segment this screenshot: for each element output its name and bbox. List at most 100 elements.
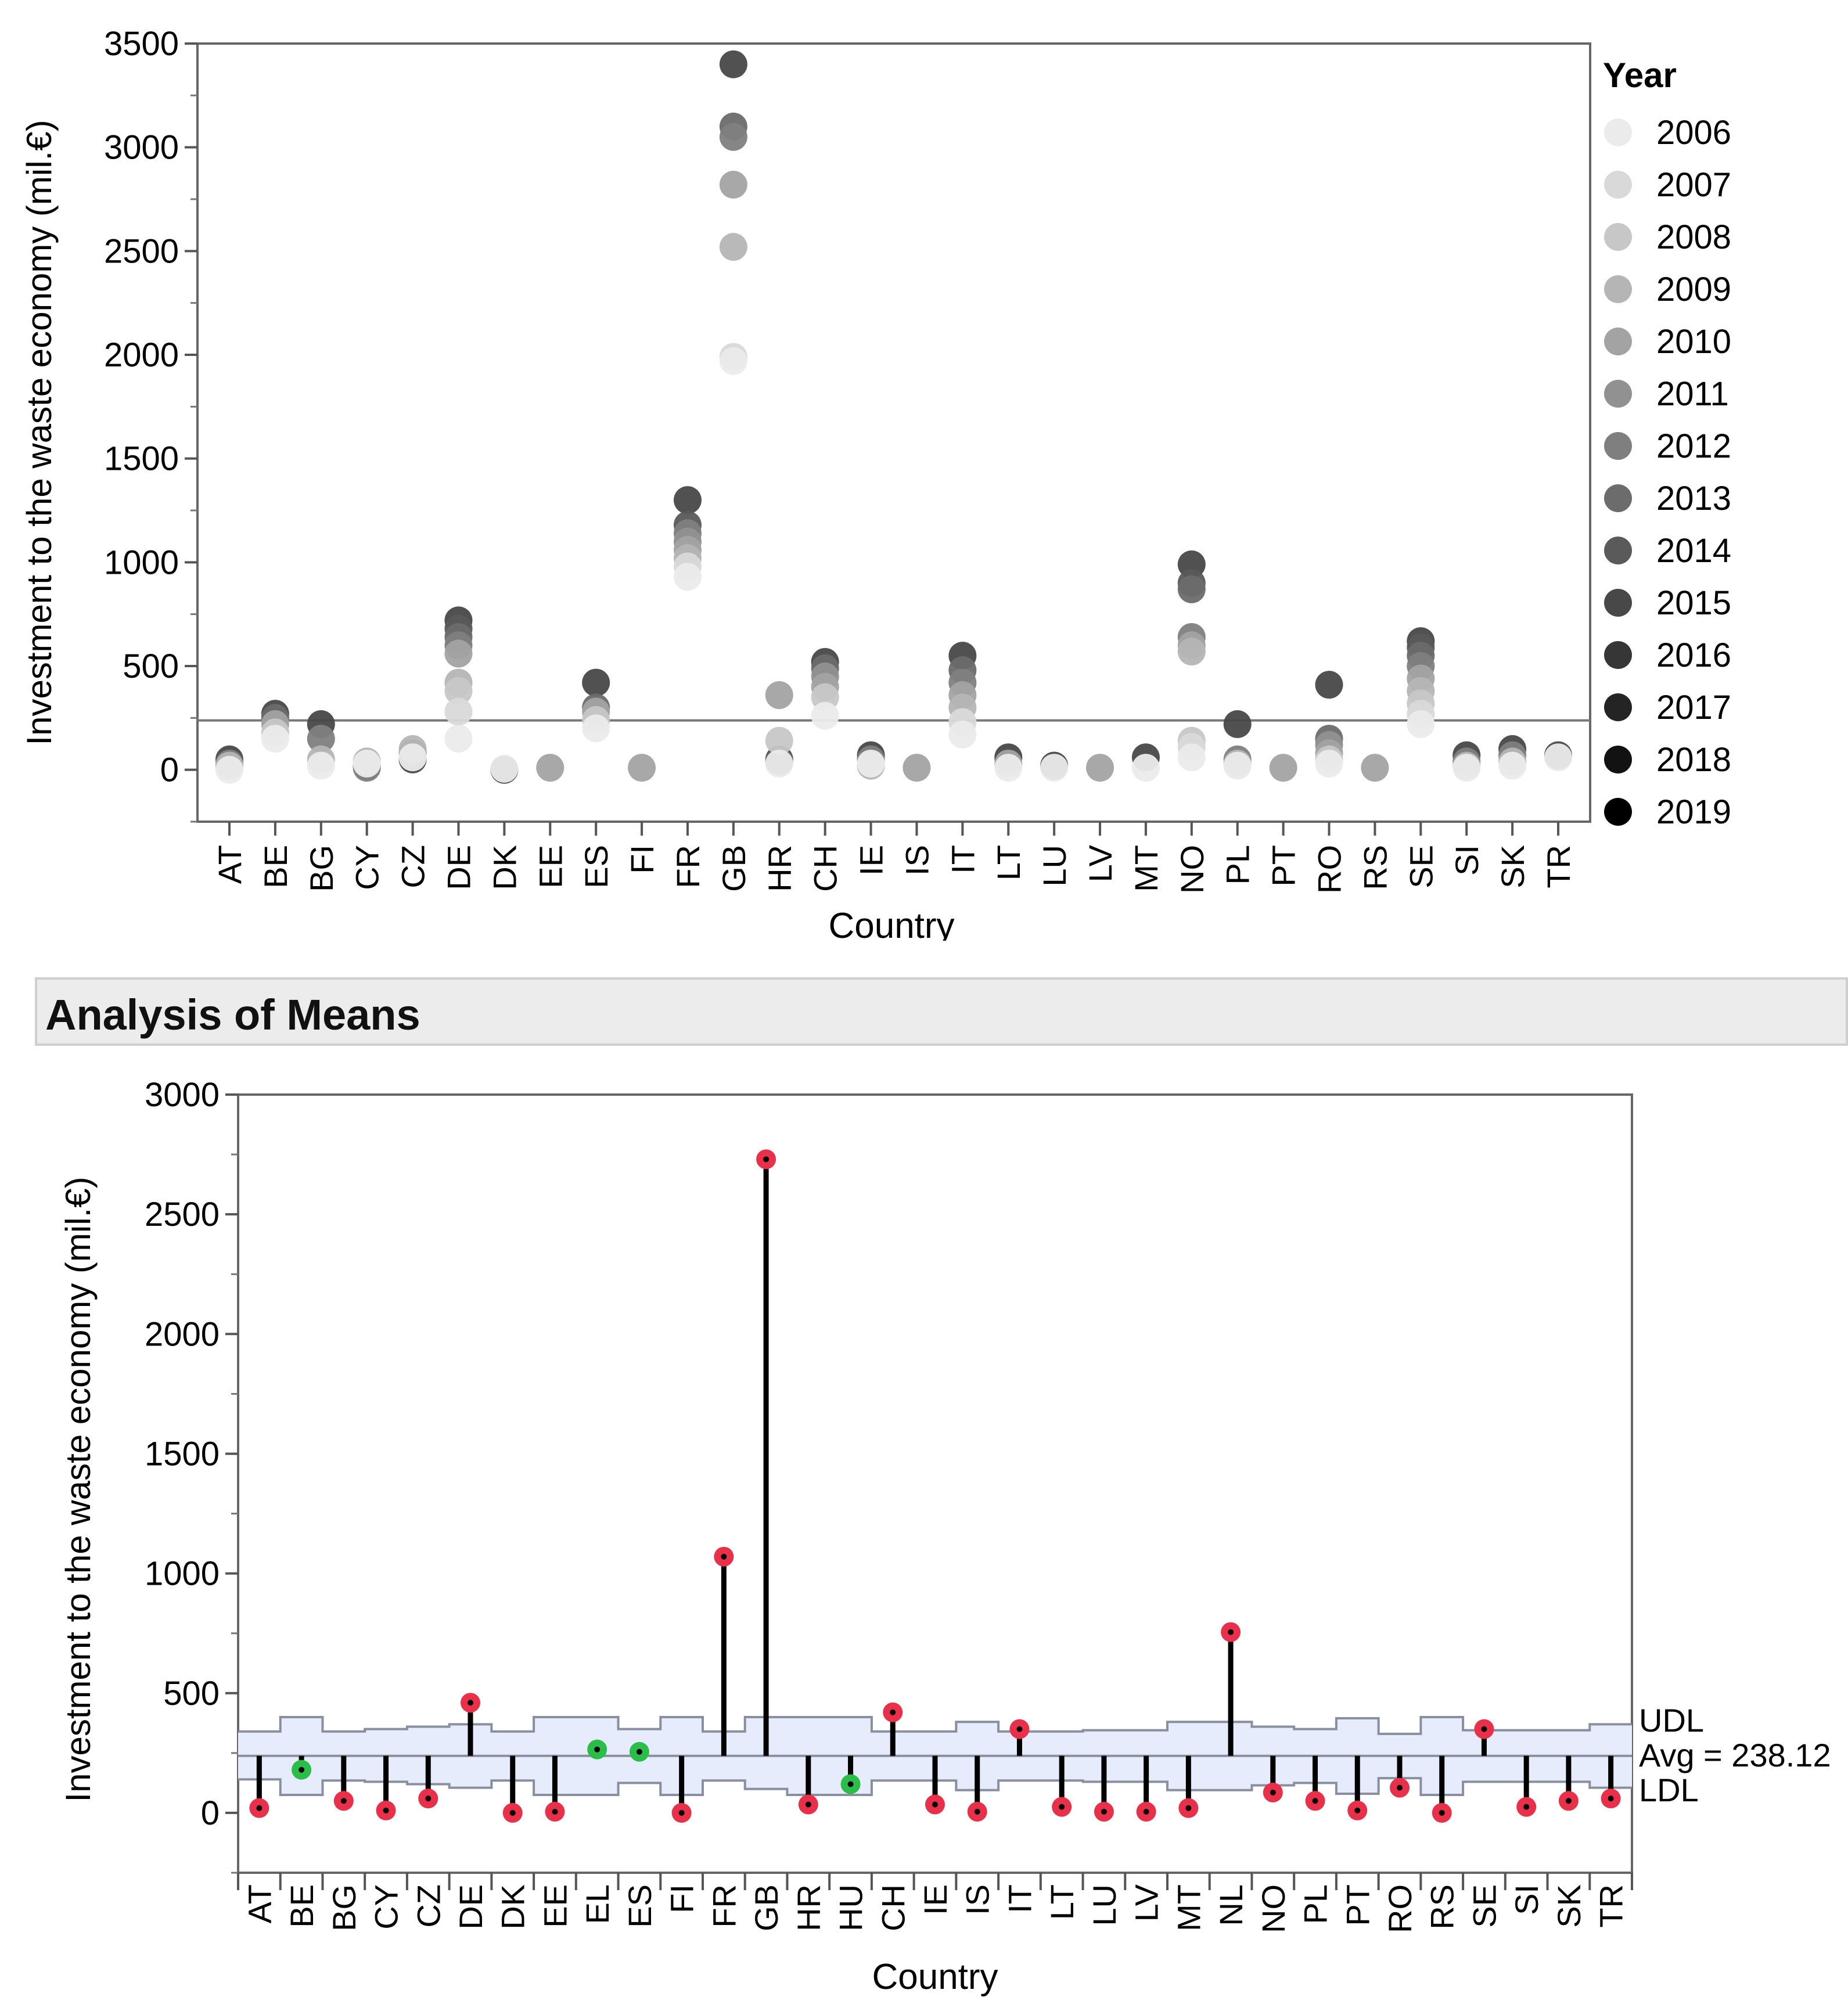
aom-x-tick-label: LT xyxy=(1044,1884,1080,1920)
aom-mean-point-center xyxy=(1228,1629,1234,1635)
aom-mean-point-center xyxy=(1143,1808,1149,1815)
scatter-x-tick-label: CY xyxy=(349,845,386,890)
scatter-point xyxy=(673,563,702,591)
aom-y-tick-label: 1500 xyxy=(145,1435,220,1473)
scatter-point xyxy=(1452,754,1481,782)
aom-x-tick-label: GB xyxy=(748,1884,785,1931)
legend-entry: 2018 xyxy=(1656,741,1731,779)
legend-swatch xyxy=(1604,693,1632,721)
aom-x-tick-label: CH xyxy=(875,1884,911,1931)
scatter-x-tick-label: HR xyxy=(761,845,798,892)
legend-entry: 2014 xyxy=(1656,532,1731,570)
aom-mean-point-center xyxy=(509,1809,516,1816)
aom-mean-point-center xyxy=(552,1808,558,1815)
scatter-x-tick-label: RO xyxy=(1311,845,1348,894)
legend-swatch xyxy=(1604,798,1632,826)
aom-x-tick-label: NL xyxy=(1213,1884,1249,1926)
scatter-point xyxy=(215,755,243,784)
aom-x-tick-label: IT xyxy=(1001,1884,1038,1913)
scatter-point xyxy=(444,677,473,705)
aom-y-tick-label: 0 xyxy=(201,1794,220,1832)
legend-swatch xyxy=(1604,223,1632,251)
aom-mean-point-center xyxy=(1059,1804,1065,1810)
legend-entry: 2008 xyxy=(1656,218,1731,256)
aom-mean-point-center xyxy=(1397,1784,1403,1791)
aom-mean-point-center xyxy=(1354,1807,1361,1814)
scatter-point xyxy=(398,743,427,772)
aom-x-tick-label: MT xyxy=(1170,1884,1207,1931)
scatter-x-tick-label: FI xyxy=(624,845,660,874)
aom-mean-point-center xyxy=(890,1709,896,1715)
scatter-point xyxy=(444,639,473,668)
aom-x-tick-label: RS xyxy=(1424,1884,1461,1930)
aom-x-tick-label: CZ xyxy=(410,1884,447,1928)
scatter-point xyxy=(765,726,793,755)
aom-x-tick-label: PL xyxy=(1297,1884,1334,1924)
scatter-point xyxy=(1315,671,1343,699)
aom-x-tick-label: TR xyxy=(1593,1884,1630,1928)
scatter-point xyxy=(1407,710,1435,739)
legend-entry: 2017 xyxy=(1656,689,1731,726)
scatter-x-tick-label: LU xyxy=(1036,845,1073,887)
legend-swatch xyxy=(1604,380,1632,408)
legend-entry: 2007 xyxy=(1656,166,1731,204)
aom-mean-point-center xyxy=(340,1798,347,1804)
scatter-point xyxy=(536,754,565,782)
legend-swatch xyxy=(1604,589,1632,617)
aom-mean-point-center xyxy=(805,1801,811,1808)
scatter-point xyxy=(261,725,289,753)
aom-y-tick-label: 2500 xyxy=(145,1196,220,1233)
aom-mean-point-center xyxy=(299,1766,305,1773)
scatter-x-axis-title: Country xyxy=(828,906,954,941)
aom-x-tick-label: RO xyxy=(1382,1884,1418,1933)
scatter-point xyxy=(490,754,519,783)
aom-mean-point-center xyxy=(721,1553,727,1560)
scatter-point xyxy=(1269,754,1297,782)
scatter-point xyxy=(1315,749,1343,778)
scatter-point xyxy=(1131,754,1160,782)
aom-x-axis-title: Country xyxy=(872,1957,998,1997)
scatter-point xyxy=(1544,743,1572,772)
aom-y-tick-label: 2000 xyxy=(145,1315,220,1353)
aom-x-tick-label: HU xyxy=(833,1884,869,1931)
scatter-point xyxy=(719,347,747,375)
legend-entry: 2011 xyxy=(1656,375,1729,413)
scatter-y-tick-label: 3000 xyxy=(104,129,179,167)
aom-x-tick-label: PT xyxy=(1339,1884,1376,1926)
scatter-point xyxy=(765,749,793,778)
aom-mean-point-center xyxy=(1481,1726,1487,1732)
scatter-point xyxy=(582,714,610,743)
aom-x-tick-label: SE xyxy=(1466,1884,1502,1928)
scatter-point xyxy=(719,123,747,151)
scatter-x-tick-label: FR xyxy=(670,845,706,888)
aom-x-tick-label: EL xyxy=(579,1884,616,1924)
aom-x-tick-label: HR xyxy=(790,1884,827,1931)
scatter-x-tick-label: PT xyxy=(1265,845,1302,887)
aom-x-tick-label: NO xyxy=(1255,1884,1292,1933)
legend-swatch xyxy=(1604,746,1632,773)
aom-mean-point-center xyxy=(425,1795,432,1802)
scatter-x-tick-label: LT xyxy=(990,845,1027,880)
aom-y-tick-label: 500 xyxy=(163,1675,220,1712)
legend-swatch xyxy=(1604,171,1632,199)
scatter-x-tick-label: IS xyxy=(898,845,935,876)
legend-swatch xyxy=(1604,432,1632,460)
aom-udl-label: UDL xyxy=(1639,1702,1704,1739)
scatter-x-tick-label: DE xyxy=(440,845,477,890)
scatter-x-tick-label: SK xyxy=(1494,845,1531,888)
scatter-point xyxy=(307,725,335,753)
legend-entry: 2012 xyxy=(1656,427,1731,465)
scatter-point xyxy=(1177,637,1206,665)
scatter-y-tick-label: 2500 xyxy=(104,232,179,270)
legend-swatch xyxy=(1604,118,1632,146)
scatter-x-tick-label: DK xyxy=(486,845,523,890)
aom-mean-point-center xyxy=(1523,1804,1530,1810)
scatter-point xyxy=(353,749,381,778)
aom-mean-point-center xyxy=(1565,1798,1572,1804)
scatter-y-axis-title: Investment to the waste economy (mil.€) xyxy=(20,120,59,745)
scatter-point xyxy=(1223,710,1252,739)
aom-mean-point-center xyxy=(763,1156,770,1163)
aom-mean-point-center xyxy=(1185,1805,1192,1811)
